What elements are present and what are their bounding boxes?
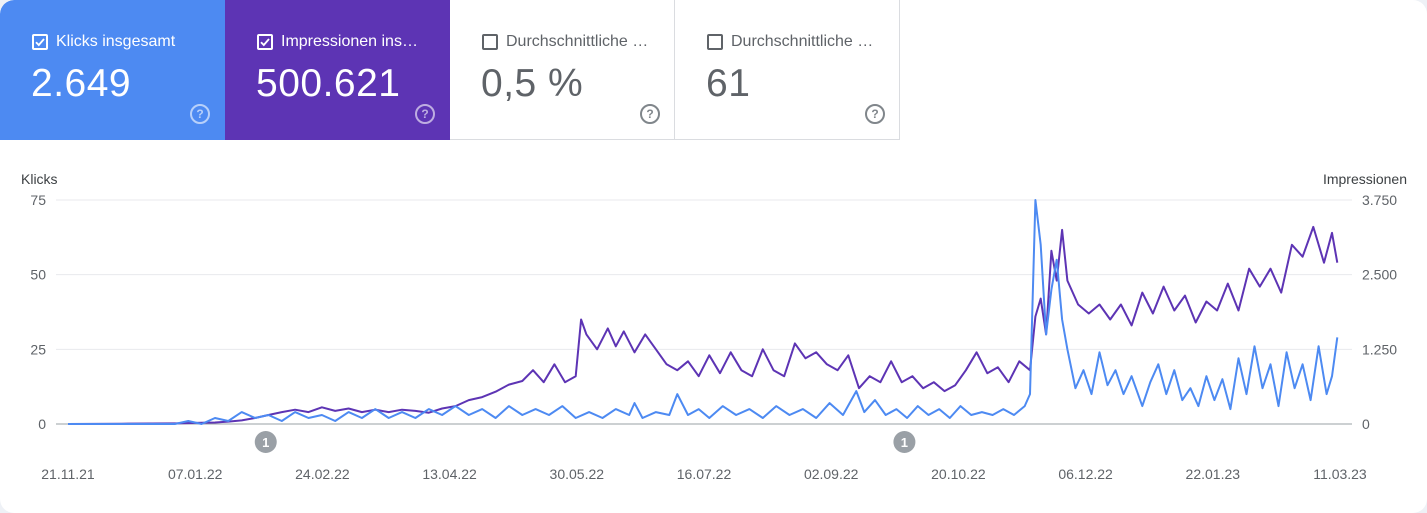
card-value: 0,5 %: [481, 62, 584, 105]
right-tick-label: 2.500: [1362, 267, 1397, 283]
help-circle-icon[interactable]: ?: [865, 104, 885, 124]
card-value: 2.649: [31, 62, 132, 105]
checkbox-checked-icon[interactable]: [32, 34, 48, 50]
card-total-clicks[interactable]: Klicks insgesamt 2.649 ?: [0, 0, 225, 140]
annotation-label: 1: [262, 435, 269, 450]
left-tick-label: 50: [30, 267, 46, 283]
right-tick-label: 1.250: [1362, 341, 1397, 357]
card-label: Durchschnittliche …: [731, 33, 874, 50]
help-circle-icon[interactable]: ?: [190, 104, 210, 124]
performance-chart: 75 3.750 50 2.500 25 1.250 0 0 21.11.21 07.01.22 2…: [30, 192, 1397, 482]
x-tick-label: 02.09.22: [804, 466, 859, 482]
x-tick-label: 24.02.22: [295, 466, 350, 482]
x-tick-label: 22.01.23: [1186, 466, 1241, 482]
annotation-marker: [893, 431, 916, 453]
card-value: 61: [706, 62, 751, 105]
clicks-series-line: [68, 199, 1339, 425]
card-label: Klicks insgesamt: [56, 33, 176, 50]
card-label: Impressionen ins…: [281, 33, 418, 50]
help-circle-icon[interactable]: ?: [415, 104, 435, 124]
left-tick-label: 75: [30, 192, 46, 208]
checkbox-checked-icon[interactable]: [257, 34, 273, 50]
card-label: Durchschnittliche …: [506, 33, 649, 50]
x-tick-label: 21.11.21: [41, 466, 95, 482]
card-average-ctr[interactable]: Durchschnittliche … 0,5 % ?: [450, 0, 675, 140]
card-total-impressions[interactable]: Impressionen ins… 500.621 ?: [225, 0, 450, 140]
checkbox-unchecked-icon[interactable]: [707, 34, 723, 50]
right-tick-label: 0: [1362, 416, 1370, 432]
left-tick-label: 25: [30, 341, 46, 357]
left-tick-label: 0: [38, 416, 46, 432]
annotation-marker: [254, 431, 277, 453]
x-tick-label: 20.10.22: [931, 466, 986, 482]
x-tick-label: 30.05.22: [550, 466, 605, 482]
impressions-series-line: [67, 225, 1339, 425]
help-circle-icon[interactable]: ?: [640, 104, 660, 124]
metric-cards: Klicks insgesamt 2.649 ? Impressionen in…: [0, 0, 900, 140]
x-tick-label: 11.03.23: [1313, 466, 1367, 482]
checkbox-unchecked-icon[interactable]: [482, 34, 498, 50]
x-tick-label: 07.01.22: [168, 466, 223, 482]
right-tick-label: 3.750: [1362, 192, 1397, 208]
x-tick-label: 16.07.22: [677, 466, 732, 482]
card-value: 500.621: [256, 62, 401, 105]
right-axis-title: Impressionen: [1322, 171, 1407, 187]
left-axis-title: Klicks: [21, 171, 58, 187]
annotation-label: 1: [901, 435, 908, 450]
card-average-position[interactable]: Durchschnittliche … 61 ?: [675, 0, 900, 140]
x-tick-label: 06.12.22: [1058, 466, 1113, 482]
x-tick-label: 13.04.22: [422, 466, 477, 482]
